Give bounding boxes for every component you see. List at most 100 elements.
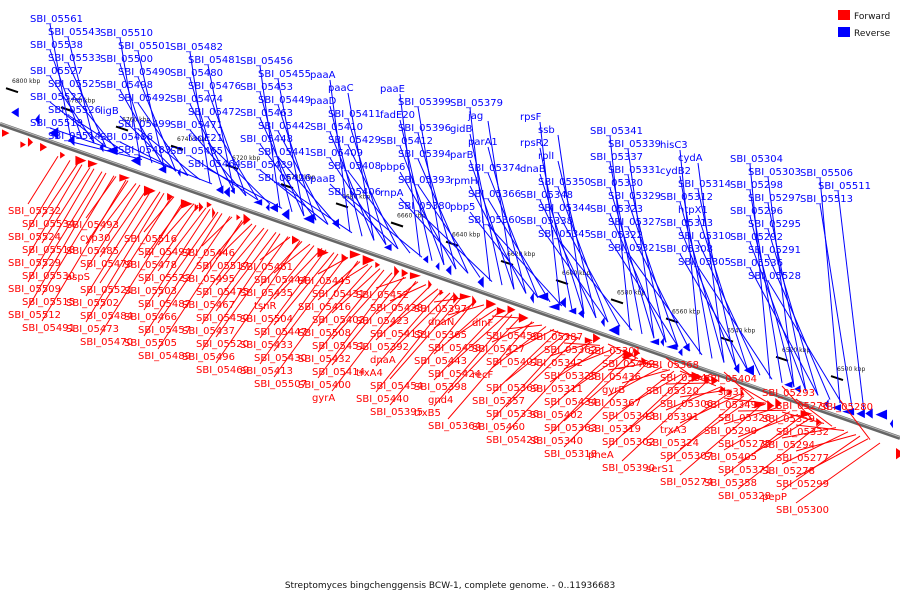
forward-gene-label[interactable]: SBI_05503 bbox=[124, 286, 177, 297]
reverse-gene-label[interactable]: SBI_05527 bbox=[30, 66, 83, 77]
forward-gene-label[interactable]: SBI_05517 bbox=[196, 261, 249, 272]
forward-gene-label[interactable]: SBI_05516 bbox=[124, 234, 177, 245]
reverse-gene-label[interactable]: SBI_05506 bbox=[800, 168, 853, 179]
forward-gene-label[interactable]: SBI_05294 bbox=[762, 440, 815, 451]
forward-gene-label[interactable]: SBI_05461 bbox=[240, 262, 293, 273]
reverse-gene-label[interactable]: SBI_05348 bbox=[520, 190, 573, 201]
reverse-gene-label[interactable]: SBI_05455 bbox=[258, 69, 311, 80]
forward-gene-label[interactable]: trxA3 bbox=[660, 425, 687, 436]
reverse-gene-label[interactable]: SBI_05298 bbox=[730, 180, 783, 191]
forward-gene-label[interactable]: SBI_05436 bbox=[588, 372, 641, 383]
forward-gene-label[interactable]: SBI_05402 bbox=[530, 410, 583, 421]
forward-gene-label[interactable]: SBI_05444 bbox=[254, 275, 307, 286]
forward-gene-label[interactable]: SBI_05371 bbox=[718, 465, 771, 476]
forward-gene-label[interactable]: SBI_05275 bbox=[718, 439, 771, 450]
reverse-gene-label[interactable]: SBI_05330 bbox=[590, 178, 643, 189]
forward-gene-label[interactable]: SBI_05300 bbox=[776, 505, 829, 516]
reverse-gene-label[interactable]: dnaB bbox=[520, 164, 546, 175]
forward-gene-label[interactable]: SBI_05403 bbox=[312, 315, 365, 326]
forward-gene-label[interactable]: gyrB bbox=[602, 385, 625, 396]
forward-gene-label[interactable]: SBI_05346 bbox=[660, 373, 713, 384]
forward-gene-label[interactable]: SBI_05523 bbox=[138, 273, 191, 284]
reverse-gene-label[interactable]: SBI_05295 bbox=[748, 219, 801, 230]
forward-gene-label[interactable]: SBI_05467 bbox=[182, 300, 235, 311]
forward-gene-label[interactable]: SBI_05332 bbox=[776, 427, 829, 438]
reverse-gene-label[interactable]: SBI_05464 bbox=[188, 159, 241, 170]
reverse-gene-label[interactable]: SBI_05292 bbox=[730, 232, 783, 243]
forward-gene-label[interactable]: SBI_05484 bbox=[80, 311, 133, 322]
forward-gene-label[interactable]: recF bbox=[472, 370, 494, 381]
reverse-gene-label[interactable]: SBI_05406 bbox=[328, 187, 381, 198]
forward-gene-label[interactable]: SBI_05318 bbox=[544, 449, 597, 460]
forward-gene-label[interactable]: SBI_05274 bbox=[660, 477, 713, 488]
forward-gene-label[interactable]: SBI_05413 bbox=[240, 366, 293, 377]
forward-gene-label[interactable]: SBI_05367 bbox=[588, 398, 641, 409]
forward-gene-label[interactable]: SBI_05278 bbox=[762, 466, 815, 477]
reverse-gene-label[interactable]: SBI_05322 bbox=[590, 230, 643, 241]
forward-gene-label[interactable]: SBI_05447 bbox=[254, 327, 307, 338]
forward-gene-label[interactable]: gyrA bbox=[312, 393, 335, 404]
reverse-gene-label[interactable]: SBI_05492 bbox=[118, 93, 171, 104]
forward-gene-label[interactable]: SBI_05415 bbox=[370, 329, 423, 340]
reverse-gene-label[interactable]: SBI_05526 bbox=[48, 105, 101, 116]
reverse-gene-label[interactable]: parB bbox=[450, 150, 474, 161]
reverse-gene-label[interactable]: SBI_05308 bbox=[660, 244, 713, 255]
reverse-gene-label[interactable]: SBI_05409 bbox=[310, 148, 363, 159]
forward-gene-label[interactable]: SBI_05326 bbox=[718, 413, 771, 424]
forward-gene-label[interactable]: SBI_05324 bbox=[646, 438, 699, 449]
reverse-gene-label[interactable]: SBI_05482 bbox=[170, 42, 223, 53]
reverse-gene-label[interactable]: SBI_05476 bbox=[188, 81, 241, 92]
forward-gene-label[interactable]: SBI_05358 bbox=[704, 478, 757, 489]
forward-gene-label[interactable]: SBI_05311 bbox=[530, 384, 583, 395]
forward-gene-label[interactable]: SBI_05435 bbox=[240, 288, 293, 299]
forward-gene-label[interactable]: SBI_05508 bbox=[298, 328, 351, 339]
reverse-gene-label[interactable]: SBI_05344 bbox=[538, 203, 591, 214]
reverse-gene-label[interactable]: SBI_05379 bbox=[450, 98, 503, 109]
forward-gene-label[interactable]: trxB5 bbox=[414, 408, 441, 419]
reverse-gene-label[interactable]: SBI_05439 bbox=[240, 160, 293, 171]
reverse-gene-label[interactable]: SBI_05321 bbox=[608, 243, 661, 254]
reverse-gene-label[interactable]: SBI_05291 bbox=[748, 245, 801, 256]
reverse-gene-label[interactable]: fadE21 bbox=[188, 133, 223, 144]
forward-gene-label[interactable]: SBI_05438 bbox=[370, 303, 423, 314]
reverse-gene-label[interactable]: SBI_05305 bbox=[678, 257, 731, 268]
reverse-gene-label[interactable]: rpsF bbox=[520, 112, 542, 123]
reverse-gene-label[interactable]: paaD bbox=[310, 96, 337, 107]
reverse-gene-label[interactable]: parA1 bbox=[468, 137, 498, 148]
reverse-gene-label[interactable]: ligB bbox=[100, 106, 119, 117]
reverse-gene-label[interactable]: SBI_05543 bbox=[48, 27, 101, 38]
forward-gene-label[interactable]: SBI_05495 bbox=[182, 274, 235, 285]
reverse-gene-label[interactable]: SBI_05474 bbox=[170, 94, 223, 105]
reverse-gene-label[interactable]: SBI_05500 bbox=[100, 54, 153, 65]
forward-gene-label[interactable]: SBI_05423 bbox=[356, 316, 409, 327]
forward-gene-label[interactable]: SBI_05462 bbox=[602, 359, 655, 370]
forward-gene-label[interactable]: SBI_05443 bbox=[414, 356, 467, 367]
forward-gene-label[interactable]: trxA4 bbox=[356, 368, 383, 379]
forward-gene-label[interactable]: SBI_05362 bbox=[544, 345, 597, 356]
forward-gene-label[interactable]: SBI_05340 bbox=[530, 436, 583, 447]
forward-gene-label[interactable]: SBI_05534 bbox=[22, 219, 75, 230]
forward-gene-label[interactable]: SBI_05445 bbox=[298, 276, 351, 287]
reverse-gene-label[interactable]: cydA bbox=[678, 153, 703, 164]
reverse-gene-label[interactable]: SBI_05339 bbox=[608, 139, 661, 150]
forward-gene-label[interactable]: SBI_05306 bbox=[660, 399, 713, 410]
forward-gene-label[interactable]: SBI_05504 bbox=[240, 314, 293, 325]
reverse-gene-label[interactable]: SBI_05396 bbox=[398, 123, 451, 134]
reverse-gene-label[interactable]: SBI_05533 bbox=[48, 53, 101, 64]
forward-gene-label[interactable]: SBI_05359 bbox=[762, 414, 815, 425]
forward-gene-label[interactable]: SBI_05434 bbox=[544, 397, 597, 408]
reverse-gene-label[interactable]: SBI_05490 bbox=[118, 67, 171, 78]
reverse-gene-label[interactable]: SBI_05412 bbox=[380, 136, 433, 147]
forward-gene-label[interactable]: SBI_05404 bbox=[704, 374, 757, 385]
reverse-gene-label[interactable]: SBI_05465 bbox=[170, 146, 223, 157]
forward-gene-label[interactable]: dinF bbox=[472, 318, 493, 329]
forward-gene-label[interactable]: SBI_05485 bbox=[66, 246, 119, 257]
reverse-gene-label[interactable]: SBI_05360 bbox=[468, 215, 521, 226]
forward-gene-label[interactable]: SBI_05328 bbox=[718, 491, 771, 502]
forward-gene-label[interactable]: SBI_05395 bbox=[370, 407, 423, 418]
forward-gene-label[interactable]: SBI_05493 bbox=[66, 220, 119, 231]
reverse-gene-label[interactable]: SBI_05303 bbox=[748, 167, 801, 178]
forward-gene-label[interactable]: SBI_05302 bbox=[602, 437, 655, 448]
reverse-gene-label[interactable]: SBI_05511 bbox=[818, 181, 871, 192]
reverse-gene-label[interactable]: SBI_05448 bbox=[240, 134, 293, 145]
